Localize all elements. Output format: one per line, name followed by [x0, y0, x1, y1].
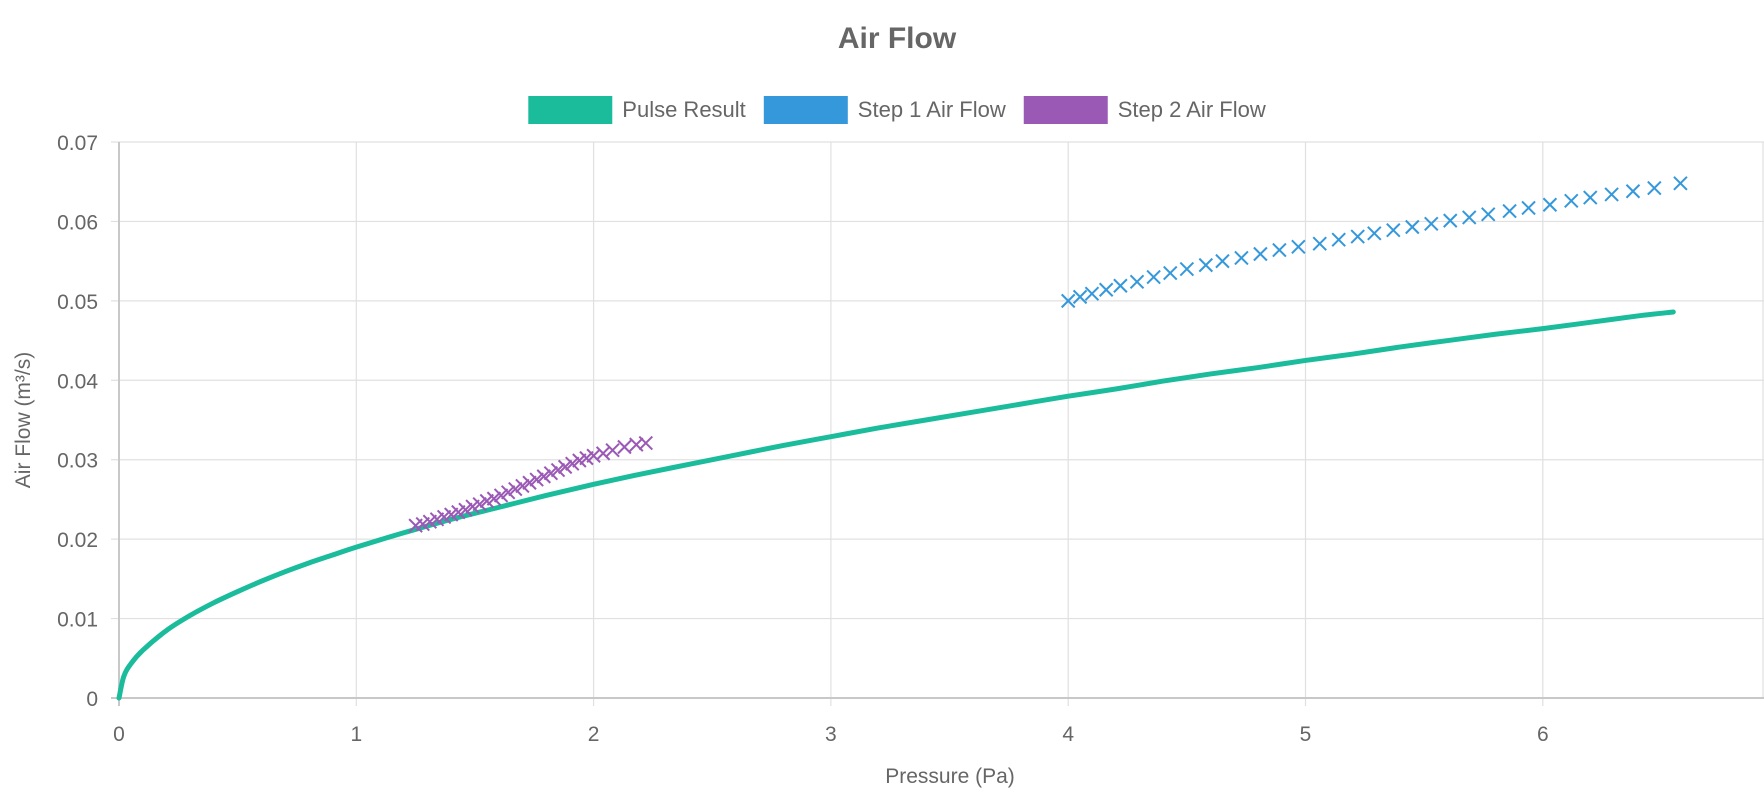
step-2-air-flow-markers: [408, 435, 654, 533]
step-2-air-flow-point: [638, 435, 654, 451]
step-2-air-flow-point: [458, 502, 473, 517]
x-tick-label: 5: [1300, 723, 1312, 746]
step-2-air-flow-point: [543, 466, 559, 481]
step-1-air-flow-point: [1113, 278, 1128, 293]
chart-legend: Pulse Result Step 1 Air Flow Step 2 Air Fl…: [528, 96, 1266, 124]
step-2-air-flow-point: [500, 485, 516, 500]
step-1-air-flow-point: [1198, 257, 1214, 273]
y-tick-label: 0.02: [57, 529, 98, 552]
step-1-air-flow-point: [1098, 282, 1114, 297]
x-tick-label: 0: [113, 723, 125, 746]
step-2-air-flow-point: [472, 496, 487, 512]
step-1-air-flow-point: [1462, 210, 1477, 225]
step-2-air-flow-point: [515, 478, 530, 494]
chart-axes: 0 1 2 3 4 5 6 0 0.01 0.02 0.03 0.04 0.05 0.06 0.07: [57, 132, 1764, 746]
step-1-air-flow-point: [1072, 289, 1088, 305]
step-2-air-flow-point: [605, 442, 620, 458]
step-2-air-flow-point: [508, 481, 523, 497]
legend-swatch: [763, 96, 848, 124]
step-1-air-flow-point: [1272, 242, 1287, 258]
y-axis-title: Air Flow (m³/s): [12, 352, 35, 488]
step-1-air-flow-point: [1604, 187, 1619, 202]
step-2-air-flow-point: [550, 462, 566, 478]
chart-grid: [111, 141, 1764, 706]
step-2-air-flow-point: [522, 475, 537, 490]
legend-label: Pulse Result: [622, 97, 746, 122]
step-1-air-flow-point: [1146, 269, 1161, 285]
step-1-air-flow-point: [1625, 184, 1641, 199]
step-1-air-flow-point: [1129, 274, 1145, 290]
step-1-air-flow-point: [1350, 229, 1365, 244]
step-2-air-flow-point: [617, 439, 632, 455]
legend-item-step-2-air-flow[interactable]: Step 2 Air Flow: [1023, 96, 1266, 124]
legend-item-step-1-air-flow[interactable]: Step 1 Air Flow: [763, 96, 1006, 124]
step-1-air-flow-point: [1291, 239, 1306, 255]
step-2-air-flow-point: [536, 469, 551, 484]
chart-title: Air Flow: [838, 22, 957, 55]
y-tick-label: 0: [86, 688, 98, 711]
legend-label: Step 2 Air Flow: [1118, 97, 1266, 122]
step-1-air-flow-point: [1443, 213, 1458, 228]
step-1-air-flow-point: [1253, 246, 1268, 262]
pulse-result-line: [116, 309, 1676, 701]
step-1-air-flow-point: [1424, 216, 1439, 232]
legend-swatch: [1023, 96, 1108, 124]
y-tick-label: 0.05: [57, 291, 98, 314]
step-1-air-flow-point: [1521, 200, 1536, 216]
step-1-air-flow-point: [1564, 193, 1579, 208]
step-2-air-flow-point: [586, 448, 601, 463]
legend-swatch: [528, 96, 613, 124]
step-1-air-flow-point: [1502, 203, 1517, 219]
x-tick-label: 3: [825, 723, 837, 746]
step-1-air-flow-point: [1084, 286, 1100, 301]
step-1-air-flow-point: [1367, 226, 1382, 241]
y-tick-label: 0.03: [57, 450, 98, 473]
x-axis-title: Pressure (Pa): [885, 765, 1015, 788]
step-1-air-flow-point: [1481, 207, 1496, 222]
step-2-air-flow-point: [595, 446, 611, 461]
plot-area: [116, 176, 1688, 701]
x-tick-label: 2: [588, 723, 600, 746]
step-1-air-flow-point: [1647, 180, 1662, 196]
step-1-air-flow-point: [1583, 190, 1598, 205]
step-2-air-flow-point: [493, 488, 509, 503]
y-tick-label: 0.07: [57, 132, 98, 155]
step-2-air-flow-point: [529, 472, 544, 487]
step-1-air-flow-point: [1386, 222, 1401, 238]
y-tick-label: 0.04: [57, 370, 98, 393]
legend-label: Step 1 Air Flow: [858, 97, 1006, 122]
legend-item-pulse-result[interactable]: Pulse Result: [528, 96, 746, 124]
step-1-air-flow-point: [1215, 253, 1230, 269]
step-1-air-flow-point: [1179, 261, 1195, 277]
step-1-air-flow-point: [1542, 197, 1558, 212]
step-1-air-flow-point: [1331, 232, 1346, 247]
x-tick-label: 4: [1062, 723, 1074, 746]
y-tick-label: 0.01: [57, 609, 98, 632]
step-1-air-flow-point: [1673, 176, 1688, 191]
step-1-air-flow-point: [1405, 219, 1420, 235]
step-1-air-flow-point: [1312, 236, 1327, 251]
step-1-air-flow-point: [1234, 250, 1249, 266]
step-2-air-flow-point: [557, 459, 573, 475]
step-2-air-flow-point: [565, 456, 580, 471]
step-1-air-flow-point: [1060, 293, 1076, 309]
step-1-air-flow-point: [1163, 265, 1178, 281]
step-1-air-flow-markers: [1060, 176, 1688, 309]
x-tick-label: 1: [350, 723, 362, 746]
x-tick-label: 6: [1537, 723, 1549, 746]
step-2-air-flow-point: [486, 491, 502, 506]
y-tick-label: 0.06: [57, 211, 98, 234]
